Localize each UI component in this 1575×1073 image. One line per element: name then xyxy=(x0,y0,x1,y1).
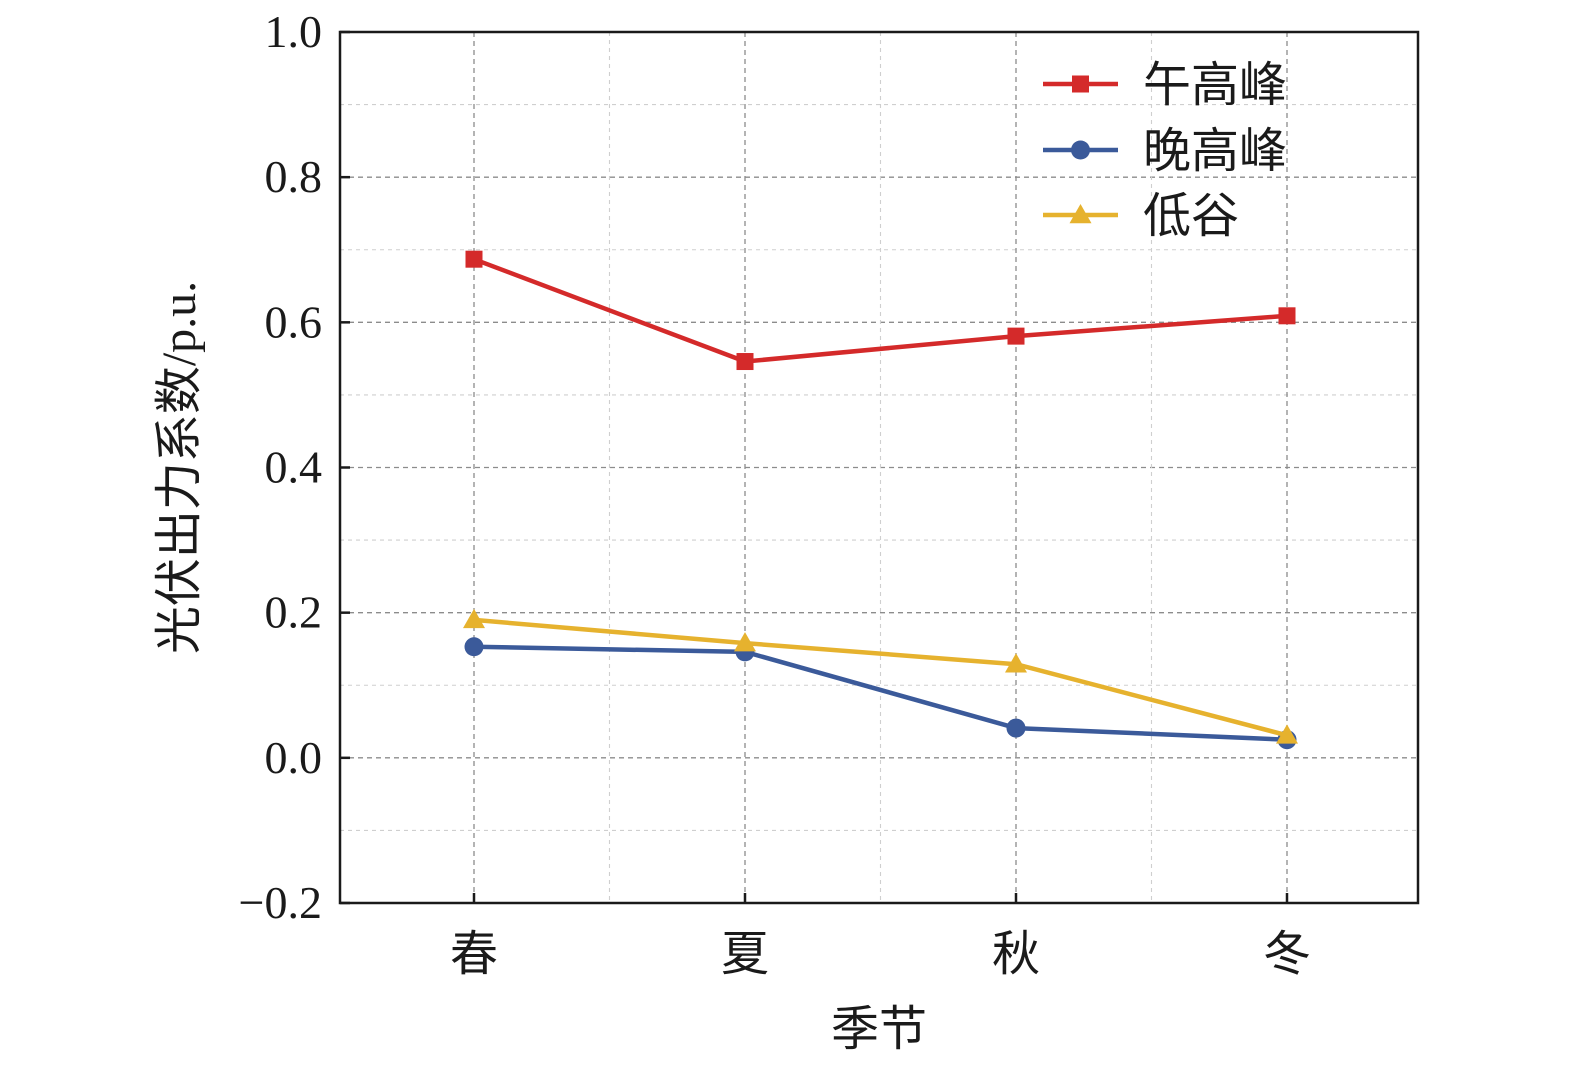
series-3 xyxy=(463,608,1298,744)
legend-item: 午高峰 xyxy=(1043,59,1287,112)
legend-label: 晚高峰 xyxy=(1143,125,1287,178)
x-tick-label: 春 xyxy=(450,928,498,981)
series-line xyxy=(471,256,1290,364)
legend-marker xyxy=(1072,75,1089,93)
x-tick-label: 冬 xyxy=(1263,928,1311,981)
y-tick-label: 0.2 xyxy=(265,587,323,638)
y-tick-label: −0.2 xyxy=(239,877,322,928)
legend-marker xyxy=(1069,204,1092,224)
data-point-marker xyxy=(1278,307,1296,325)
data-point-marker xyxy=(736,353,754,371)
data-point-marker xyxy=(734,632,756,652)
data-point-marker xyxy=(1005,653,1027,673)
legend-marker xyxy=(1071,140,1090,160)
y-tick-label: 0.4 xyxy=(265,442,323,493)
series-line xyxy=(471,644,1290,742)
data-point-marker xyxy=(464,637,484,657)
x-tick-label: 秋 xyxy=(992,928,1040,981)
data-point-marker xyxy=(1276,724,1298,744)
legend-item: 晚高峰 xyxy=(1043,125,1287,178)
legend-item: 低谷 xyxy=(1043,190,1239,243)
y-tick-label: 0.8 xyxy=(265,151,323,202)
data-point-marker xyxy=(1007,327,1025,345)
legend-label: 低谷 xyxy=(1143,190,1239,243)
y-tick-label: 0.0 xyxy=(265,732,323,783)
series-line xyxy=(471,617,1290,738)
legend-label: 午高峰 xyxy=(1143,59,1287,112)
grid xyxy=(340,32,1418,903)
y-tick-label: 0.6 xyxy=(265,296,323,347)
series-group xyxy=(463,250,1298,750)
y-axis-title: 光伏出力系数/p.u. xyxy=(153,281,206,654)
data-point-marker xyxy=(463,608,485,629)
axis-ticks: −0.2 0.0 0.2 0.4 0.6 0.8 1.0 春 夏 秋 冬 xyxy=(239,6,1311,981)
data-point-marker xyxy=(465,250,483,268)
x-tick-label: 夏 xyxy=(721,928,769,981)
data-point-marker xyxy=(1006,718,1026,738)
y-tick-label: 1.0 xyxy=(265,6,323,57)
series-1 xyxy=(465,250,1296,371)
x-axis-title: 季节 xyxy=(831,1003,927,1056)
